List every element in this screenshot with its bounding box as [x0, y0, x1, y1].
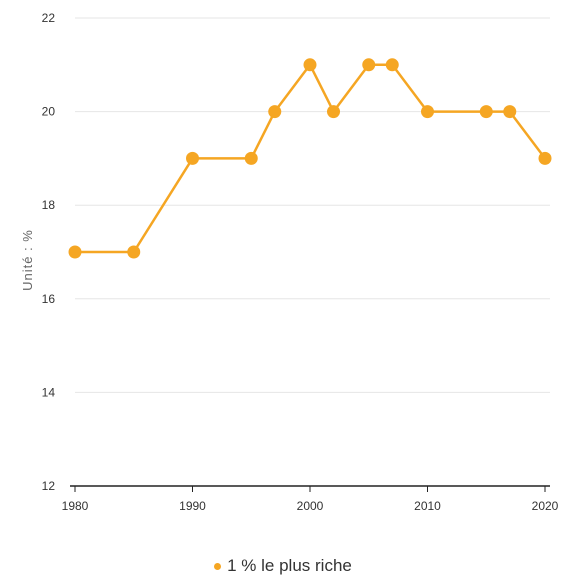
x-tick-label: 1980: [62, 499, 89, 513]
x-tick-label: 1990: [179, 499, 206, 513]
data-point: [362, 58, 376, 72]
gridlines: [75, 17, 550, 393]
y-tick-label: 20: [42, 105, 56, 119]
data-point: [186, 151, 199, 165]
data-point: [68, 245, 82, 259]
y-axis-ticks: 12 14 16 18 20 22: [42, 11, 56, 493]
data-point: [268, 105, 282, 119]
y-tick-label: 16: [42, 292, 56, 306]
y-tick-label: 22: [42, 11, 56, 25]
series-line: [75, 63, 546, 254]
data-point: [303, 58, 317, 72]
x-axis-ticks: 1980 1990 2000 2010 2020: [62, 486, 559, 513]
y-tick-label: 12: [42, 479, 56, 493]
legend-marker: [214, 563, 222, 571]
x-tick-label: 2010: [414, 499, 441, 513]
x-tick-label: 2020: [532, 499, 559, 513]
x-tick-label: 2000: [297, 499, 324, 513]
data-point: [385, 58, 399, 72]
data-point: [244, 151, 258, 165]
legend-label: 1 % le plus riche: [227, 556, 352, 575]
series-group: [68, 58, 552, 259]
data-point: [127, 245, 141, 259]
data-point: [327, 105, 340, 119]
y-tick-label: 18: [42, 198, 56, 212]
y-tick-label: 14: [42, 385, 56, 399]
data-point: [538, 151, 552, 165]
legend[interactable]: 1 % le plus riche: [0, 556, 566, 576]
data-point: [503, 105, 517, 119]
data-point: [479, 105, 493, 119]
data-point: [421, 105, 434, 119]
y-axis-title: Unité : %: [20, 229, 35, 291]
